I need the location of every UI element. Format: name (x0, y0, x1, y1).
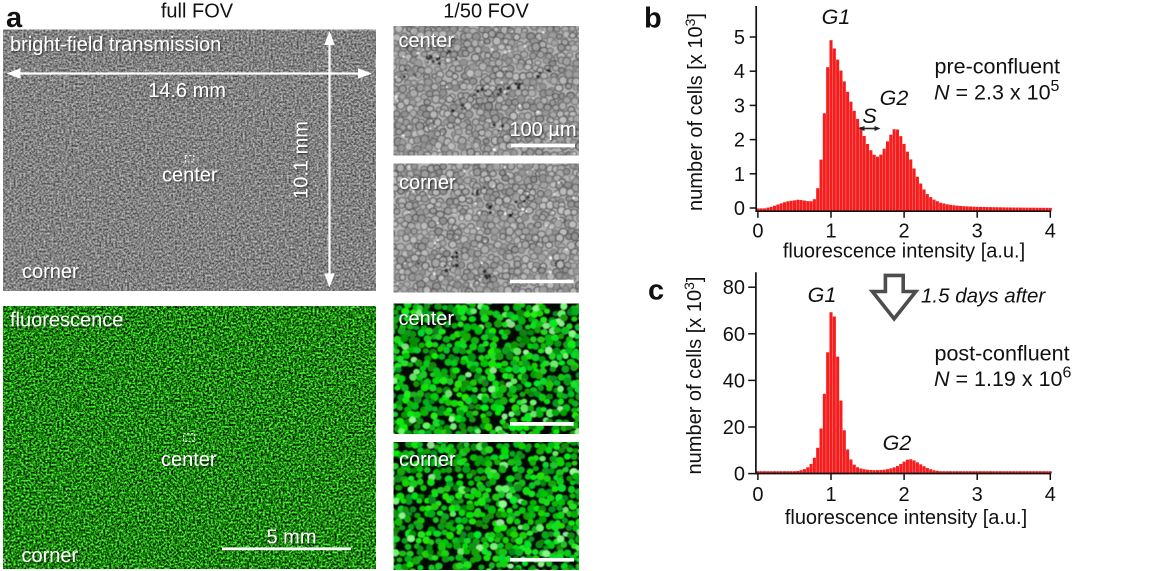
svg-text:2: 2 (899, 220, 910, 242)
svg-text:4: 4 (734, 61, 745, 83)
svg-text:1: 1 (825, 220, 836, 242)
svg-text:center: center (399, 308, 455, 330)
svg-text:a: a (6, 2, 23, 34)
svg-text:G2: G2 (883, 431, 912, 455)
svg-text:1: 1 (734, 164, 745, 186)
svg-text:center: center (161, 449, 217, 471)
svg-text:2: 2 (899, 484, 910, 506)
svg-text:center: center (162, 165, 218, 187)
svg-text:0: 0 (752, 484, 763, 506)
svg-text:corner: corner (22, 545, 79, 567)
svg-text:b: b (644, 2, 662, 34)
svg-text:0: 0 (752, 220, 763, 242)
svg-text:post-confluent: post-confluent (935, 342, 1070, 366)
svg-text:3: 3 (734, 95, 745, 117)
svg-text:N = 2.3 x 105: N = 2.3 x 105 (934, 78, 1060, 105)
svg-text:fluorescence: fluorescence (10, 310, 123, 332)
svg-text:40: 40 (723, 370, 745, 392)
svg-text:1: 1 (825, 484, 836, 506)
svg-text:corner: corner (399, 449, 456, 471)
svg-text:2: 2 (734, 130, 745, 152)
svg-text:bright-field transmission: bright-field transmission (10, 34, 221, 56)
svg-text:4: 4 (1045, 484, 1056, 506)
svg-text:S: S (862, 104, 877, 128)
svg-text:5 mm: 5 mm (267, 527, 317, 549)
svg-text:G1: G1 (822, 5, 851, 29)
svg-text:20: 20 (723, 417, 745, 439)
svg-text:0: 0 (734, 198, 745, 220)
svg-text:corner: corner (22, 261, 79, 283)
svg-text:fluorescence intensity [a.u.]: fluorescence intensity [a.u.] (785, 507, 1027, 529)
svg-text:corner: corner (399, 172, 456, 194)
svg-text:60: 60 (723, 324, 745, 346)
svg-text:full FOV: full FOV (161, 1, 234, 23)
svg-text:G1: G1 (808, 283, 837, 307)
svg-text:4: 4 (1045, 220, 1056, 242)
svg-text:center: center (399, 30, 455, 52)
svg-text:G2: G2 (880, 86, 909, 110)
svg-text:14.6 mm: 14.6 mm (148, 80, 226, 102)
svg-text:80: 80 (723, 277, 745, 299)
svg-text:5: 5 (734, 27, 745, 49)
svg-text:3: 3 (972, 484, 983, 506)
svg-text:1.5 days after: 1.5 days after (921, 285, 1046, 308)
svg-text:N = 1.19 x 106: N = 1.19 x 106 (934, 364, 1072, 391)
svg-text:c: c (648, 275, 664, 307)
svg-text:100 µm: 100 µm (509, 119, 576, 141)
svg-text:0: 0 (734, 464, 745, 486)
svg-text:10.1 mm: 10.1 mm (291, 121, 313, 199)
svg-text:3: 3 (972, 220, 983, 242)
svg-text:fluorescence intensity [a.u.]: fluorescence intensity [a.u.] (783, 241, 1025, 263)
svg-text:pre-confluent: pre-confluent (935, 54, 1061, 78)
svg-text:1/50 FOV: 1/50 FOV (443, 1, 529, 23)
svg-text:number of cells [x 103]: number of cells [x 103] (682, 13, 707, 211)
svg-text:number of cells [x 103]: number of cells [x 103] (681, 277, 706, 475)
